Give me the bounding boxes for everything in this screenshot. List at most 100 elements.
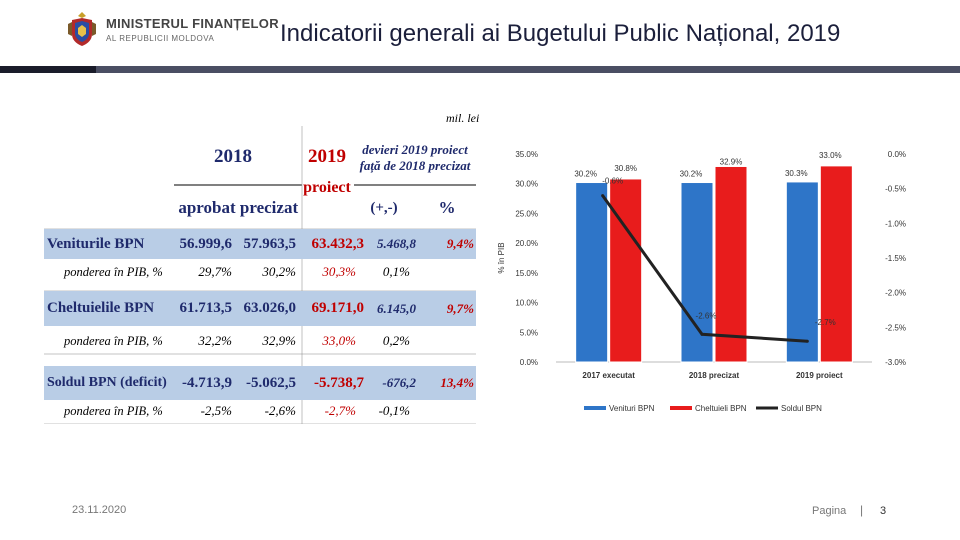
bar-venituri: [575, 182, 609, 363]
cell-abs: -676,2: [382, 375, 416, 390]
cell-proiect: -2,7%: [324, 403, 356, 418]
data-label: 30.2%: [574, 170, 597, 179]
cell-aprobat: 56.999,6: [179, 235, 233, 252]
cell-precizat: 57.963,5: [243, 235, 297, 252]
data-label: 30.8%: [614, 164, 637, 173]
row-label: Soldul BPN (deficit): [47, 375, 167, 390]
row-label: ponderea în PIB, %: [64, 333, 163, 348]
cell-aprobat: -4.713,9: [182, 374, 232, 391]
footer-page-label: Pagina: [812, 505, 847, 517]
footer-date: 23.11.2020: [72, 504, 127, 516]
row-label: ponderea în PIB, %: [64, 264, 163, 279]
bar-cheltuieli: [609, 178, 643, 363]
data-label: 33.0%: [819, 151, 842, 160]
y-axis-label: % în PIB: [497, 242, 506, 273]
table-row: Cheltuielile BPN 61.713,5 63.026,0 69.17…: [44, 291, 476, 326]
cell-precizat: 30,2%: [262, 264, 296, 279]
y2-tick-label: 0.0%: [888, 150, 906, 159]
header-abs: (+,-): [370, 199, 398, 216]
table-row: Soldul BPN (deficit) -4.713,9 -5.062,5 -…: [44, 366, 476, 400]
cell-aprobat: 32,2%: [198, 333, 232, 348]
x-tick-label: 2017 executat: [582, 371, 635, 380]
y2-tick-label: -1.0%: [885, 219, 906, 228]
y-tick-label: 25.0%: [515, 209, 538, 218]
cell-proiect: 33,0%: [322, 333, 356, 348]
coat-of-arms-icon: [68, 12, 96, 46]
cell-proiect: 69.171,0: [311, 300, 365, 316]
y-tick-label: 30.0%: [515, 180, 538, 189]
y-tick-label: 10.0%: [515, 299, 538, 308]
cell-pct: 13,4%: [440, 375, 474, 390]
bar-cheltuieli: [714, 165, 748, 363]
bar-venituri: [680, 182, 714, 363]
line-data-label: -0.6%: [602, 177, 623, 186]
y-tick-label: 5.0%: [520, 328, 538, 337]
title-divider: [0, 66, 960, 73]
cell-pct: 9,4%: [446, 236, 474, 251]
indicators-table: 2018 2019 devieri 2019 proiect față de 2…: [44, 126, 476, 424]
legend-swatch: [584, 406, 606, 410]
y2-tick-label: -2.0%: [885, 289, 906, 298]
header-devieri: devieri 2019 proiect față de 2018 preciz…: [359, 142, 471, 173]
row-label: ponderea în PIB, %: [64, 403, 163, 418]
y2-tick-label: -2.5%: [885, 323, 906, 332]
footer-separator: |: [860, 503, 864, 517]
row-label: Cheltuielile BPN: [47, 300, 155, 316]
x-tick-label: 2019 proiect: [796, 371, 843, 380]
cell-proiect: 63.432,3: [311, 235, 365, 252]
table-row: ponderea în PIB, % 29,7% 30,2% 30,3% 0,1…: [44, 259, 476, 285]
cell-abs: 6.145,0: [377, 300, 416, 316]
y2-tick-label: -1.5%: [885, 254, 906, 263]
y2-tick-label: -0.5%: [885, 185, 906, 194]
logo-line-2: AL REPUBLICII MOLDOVA: [106, 34, 215, 43]
header-2019: 2019: [308, 146, 346, 167]
data-label: 32.9%: [720, 157, 743, 166]
x-tick-label: 2018 precizat: [689, 371, 740, 380]
line-data-label: -2.6%: [696, 311, 717, 320]
line-data-label: -2.7%: [815, 318, 836, 327]
table-header-columns: aprobat precizat (+,-) %: [44, 194, 476, 222]
line-point: [805, 339, 809, 343]
cell-abs: 0,2%: [382, 333, 410, 348]
y-tick-label: 20.0%: [515, 239, 538, 248]
header-2018: 2018: [214, 146, 252, 167]
bar-cheltuieli: [819, 165, 853, 363]
y-tick-label: 0.0%: [520, 358, 538, 367]
data-label: 30.3%: [785, 169, 808, 178]
cell-abs: 5.468,8: [377, 236, 416, 251]
y2-tick-label: -3.0%: [885, 358, 906, 367]
cell-proiect: -5.738,7: [314, 374, 364, 391]
table-header-proiect: proiect: [44, 176, 476, 200]
y-tick-label: 35.0%: [515, 150, 538, 159]
cell-precizat: -2,6%: [264, 403, 296, 418]
header-aprobat: aprobat: [178, 198, 236, 217]
header-precizat: precizat: [239, 198, 299, 217]
page-title: Indicatorii generali ai Bugetului Public…: [280, 20, 841, 47]
table-header-devieri: devieri 2019 proiect față de 2018 preciz…: [44, 136, 476, 180]
header-proiect: proiect: [303, 179, 351, 196]
row-label: Veniturile BPN: [47, 235, 145, 252]
logo-line-1: MINISTERUL FINANȚELOR: [106, 16, 279, 31]
line-point: [700, 332, 704, 336]
cell-precizat: -5.062,5: [246, 374, 296, 391]
cell-aprobat: 61.713,5: [179, 300, 233, 316]
cell-proiect: 30,3%: [322, 264, 356, 279]
cell-precizat: 63.026,0: [243, 300, 297, 316]
data-label: 30.2%: [680, 170, 703, 179]
table-header-years: 2018 2019: [44, 142, 476, 172]
footer-page-number: 3: [880, 505, 887, 517]
cell-aprobat: -2,5%: [200, 403, 232, 418]
bar-venituri: [785, 181, 819, 363]
cell-pct: 9,7%: [446, 300, 474, 316]
cell-aprobat: 29,7%: [198, 264, 232, 279]
table-unit: mil. lei: [446, 111, 480, 125]
cell-abs: 0,1%: [382, 264, 410, 279]
cell-precizat: 32,9%: [262, 333, 296, 348]
ministry-logo: MINISTERUL FINANȚELOR AL REPUBLICII MOLD…: [62, 8, 279, 50]
budget-chart: 35.0% 30.0% 25.0% 20.0% 15.0% 10.0% 5.0% 0.0% 0.…: [497, 150, 906, 413]
cell-abs: -0,1%: [378, 403, 410, 418]
table-row: ponderea în PIB, % 32,2% 32,9% 33,0% 0,2…: [44, 328, 476, 354]
legend-swatch: [670, 406, 692, 410]
y-tick-label: 15.0%: [515, 269, 538, 278]
legend-label: Venituri BPN: [609, 404, 655, 413]
